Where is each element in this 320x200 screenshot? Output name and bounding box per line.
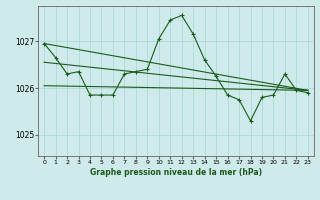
X-axis label: Graphe pression niveau de la mer (hPa): Graphe pression niveau de la mer (hPa)	[90, 168, 262, 177]
